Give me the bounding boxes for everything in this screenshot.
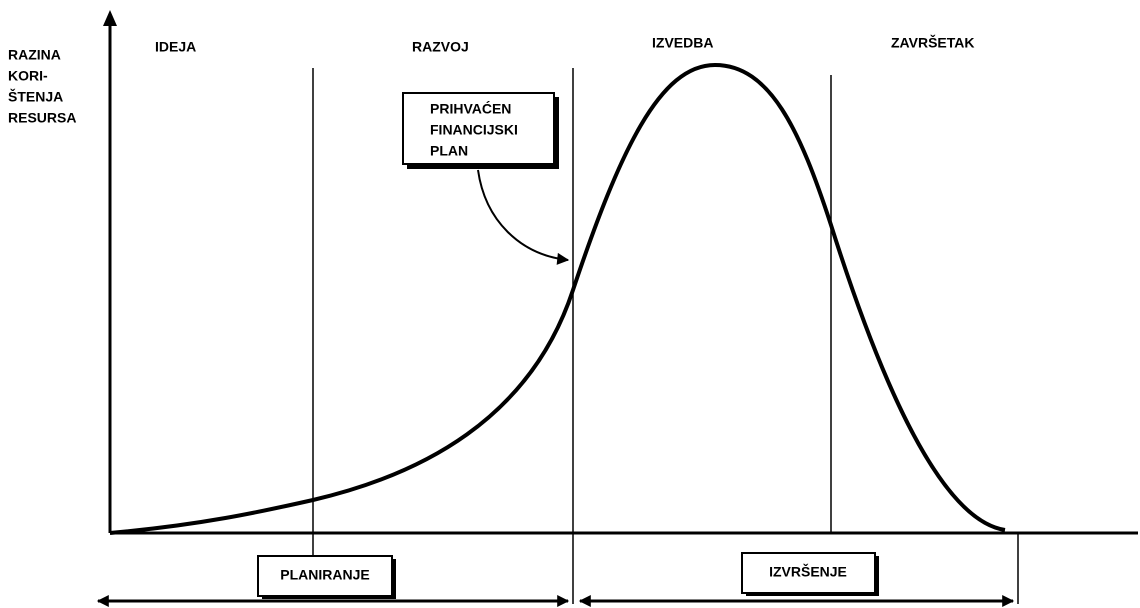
y-label-line: RAZINA bbox=[8, 47, 61, 63]
y-axis-label: RAZINA KORI- ŠTENJA RESURSA bbox=[8, 47, 76, 126]
callout: PRIHVAĆEN FINANCIJSKI PLAN bbox=[402, 92, 570, 265]
callout-arrow bbox=[477, 169, 570, 265]
phase-label: RAZVOJ bbox=[412, 39, 469, 55]
callout-box bbox=[402, 92, 555, 165]
callout-line: FINANCIJSKI bbox=[430, 122, 518, 138]
resource-curve bbox=[109, 62, 1006, 535]
phase-label: ZAVRŠETAK bbox=[891, 34, 974, 51]
bottom-section: PLANIRANJE IZVRŠENJE bbox=[96, 552, 1015, 607]
axes bbox=[103, 10, 1138, 535]
y-label-line: RESURSA bbox=[8, 110, 76, 126]
phase-label: IDEJA bbox=[155, 39, 196, 55]
bottom-label: IZVRŠENJE bbox=[769, 563, 847, 580]
y-axis-arrow bbox=[103, 10, 117, 26]
callout-line: PLAN bbox=[430, 143, 468, 159]
y-label-line: KORI- bbox=[8, 68, 48, 84]
phase-label: IZVEDBA bbox=[652, 35, 713, 51]
callout-line: PRIHVAĆEN bbox=[430, 100, 511, 117]
bottom-label: PLANIRANJE bbox=[280, 567, 369, 583]
dividers bbox=[312, 68, 1019, 604]
phase-labels: IDEJA RAZVOJ IZVEDBA ZAVRŠETAK bbox=[155, 34, 974, 55]
y-label-line: ŠTENJA bbox=[8, 88, 63, 105]
label-box bbox=[257, 555, 393, 597]
label-box bbox=[741, 552, 876, 594]
